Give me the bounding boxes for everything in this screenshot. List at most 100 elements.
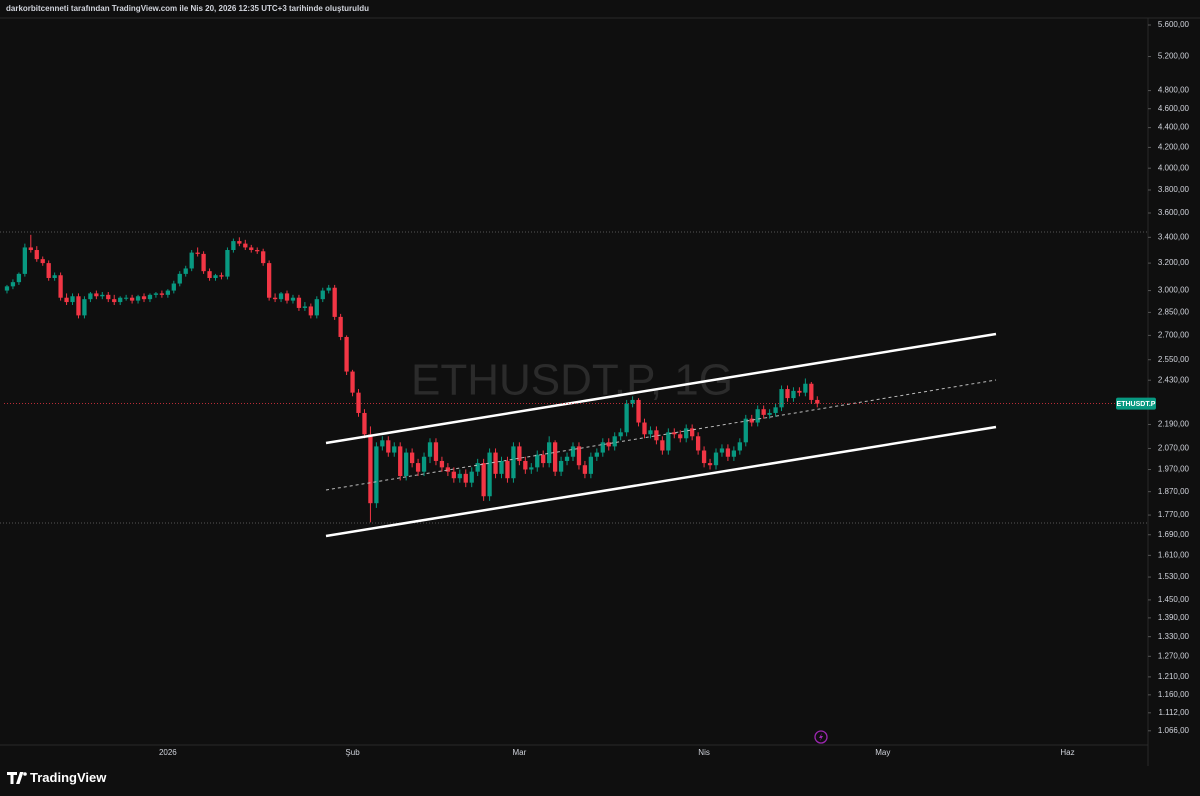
candle-body: [701, 450, 707, 464]
candle-body: [636, 399, 641, 423]
candle-body: [487, 452, 492, 497]
x-tick-label: Nis: [698, 748, 710, 757]
candle-body: [34, 250, 39, 260]
candle-body: [255, 250, 260, 252]
candle-body: [231, 241, 236, 251]
candle-body: [809, 383, 814, 400]
candle-body: [642, 422, 647, 435]
candle-body: [654, 430, 659, 441]
candle-body: [362, 412, 367, 435]
candle-body: [76, 296, 81, 316]
candle-body: [761, 409, 766, 415]
candles: [4, 234, 820, 523]
candle-body: [648, 430, 653, 435]
brand-logo[interactable]: TradingView: [7, 770, 107, 785]
candle-body: [189, 252, 194, 269]
y-tick-label: 3.200,00: [1158, 258, 1190, 267]
candle-body: [421, 456, 427, 472]
candle-body: [344, 336, 349, 372]
x-tick-label: 2026: [159, 748, 177, 757]
y-tick-label: 2.850,00: [1158, 307, 1190, 316]
candle-body: [505, 460, 510, 479]
candle-body: [141, 296, 147, 300]
candle-body: [177, 273, 182, 284]
candle-body: [112, 299, 117, 303]
candle-body: [380, 440, 385, 447]
candle-body: [618, 432, 623, 437]
candle-body: [582, 465, 588, 474]
x-tick-label: Haz: [1060, 748, 1074, 757]
candle-body: [457, 473, 462, 479]
y-tick-label: 2.070,00: [1158, 444, 1190, 453]
event-icon[interactable]: [814, 730, 828, 744]
candle-body: [195, 252, 200, 254]
channel-mid: [325, 379, 997, 491]
y-tick-label: 1.770,00: [1158, 510, 1190, 519]
candle-body: [213, 275, 218, 278]
candle-body: [278, 293, 284, 300]
last-price-badge: [1116, 397, 1156, 410]
candle-body: [147, 294, 153, 300]
candle-body: [28, 247, 33, 251]
candle-body: [356, 392, 361, 413]
y-tick-label: 4.000,00: [1158, 163, 1190, 172]
y-tick-label: 5.600,00: [1158, 20, 1190, 29]
candle-body: [725, 448, 731, 457]
candle-body: [445, 467, 451, 472]
candle-body: [308, 306, 313, 316]
candle-body: [4, 286, 10, 291]
x-tick-label: Mar: [512, 748, 526, 757]
candle-body: [320, 290, 325, 300]
y-tick-label: 1.690,00: [1158, 530, 1190, 539]
candle-body: [463, 473, 468, 483]
candle-body: [475, 463, 480, 472]
candle-body: [529, 467, 534, 470]
y-tick-label: 5.200,00: [1158, 52, 1190, 61]
x-tick-label: May: [875, 748, 890, 757]
candle-body: [261, 251, 266, 264]
candle-body: [594, 452, 599, 457]
candle-body: [272, 297, 278, 300]
candle-body: [290, 297, 296, 301]
y-tick-label: 3.000,00: [1158, 286, 1190, 295]
candle-body: [404, 452, 409, 477]
candle-body: [517, 446, 522, 461]
y-tick-label: 2.430,00: [1158, 375, 1190, 384]
candle-body: [499, 460, 504, 474]
candle-body: [511, 446, 516, 479]
candle-body: [46, 263, 51, 278]
candle-body: [183, 268, 188, 274]
y-tick-label: 1.450,00: [1158, 595, 1190, 604]
candle-body: [52, 275, 57, 278]
header-caption: darkorbitcenneti tarafından TradingView.…: [6, 4, 369, 13]
candle-body: [88, 293, 93, 300]
candle-body: [666, 432, 671, 451]
candle-body: [630, 399, 635, 404]
x-tick-label: Şub: [345, 748, 360, 757]
candle-body: [94, 293, 99, 297]
candle-body: [153, 293, 159, 295]
candle-body: [690, 428, 695, 437]
candle-body: [386, 440, 391, 453]
candle-body: [392, 446, 397, 453]
y-tick-label: 2.190,00: [1158, 420, 1190, 429]
candle-body: [100, 294, 105, 297]
candle-body: [678, 434, 683, 439]
candle-body: [803, 383, 808, 393]
y-tick-label: 1.330,00: [1158, 632, 1190, 641]
candle-body: [439, 460, 445, 468]
candle-body: [564, 456, 570, 461]
y-tick-label: 1.530,00: [1158, 572, 1190, 581]
candle-body: [737, 442, 742, 451]
y-tick-label: 1.610,00: [1158, 550, 1190, 559]
candle-body: [10, 282, 16, 287]
candle-body: [16, 273, 22, 283]
y-tick-label: 1.870,00: [1158, 487, 1190, 496]
channel-lower: [325, 425, 997, 538]
candle-body: [225, 250, 230, 277]
y-tick-label: 1.112,00: [1158, 708, 1189, 717]
candle-body: [719, 448, 725, 453]
candle-body: [481, 463, 486, 497]
candle-body: [749, 418, 754, 423]
